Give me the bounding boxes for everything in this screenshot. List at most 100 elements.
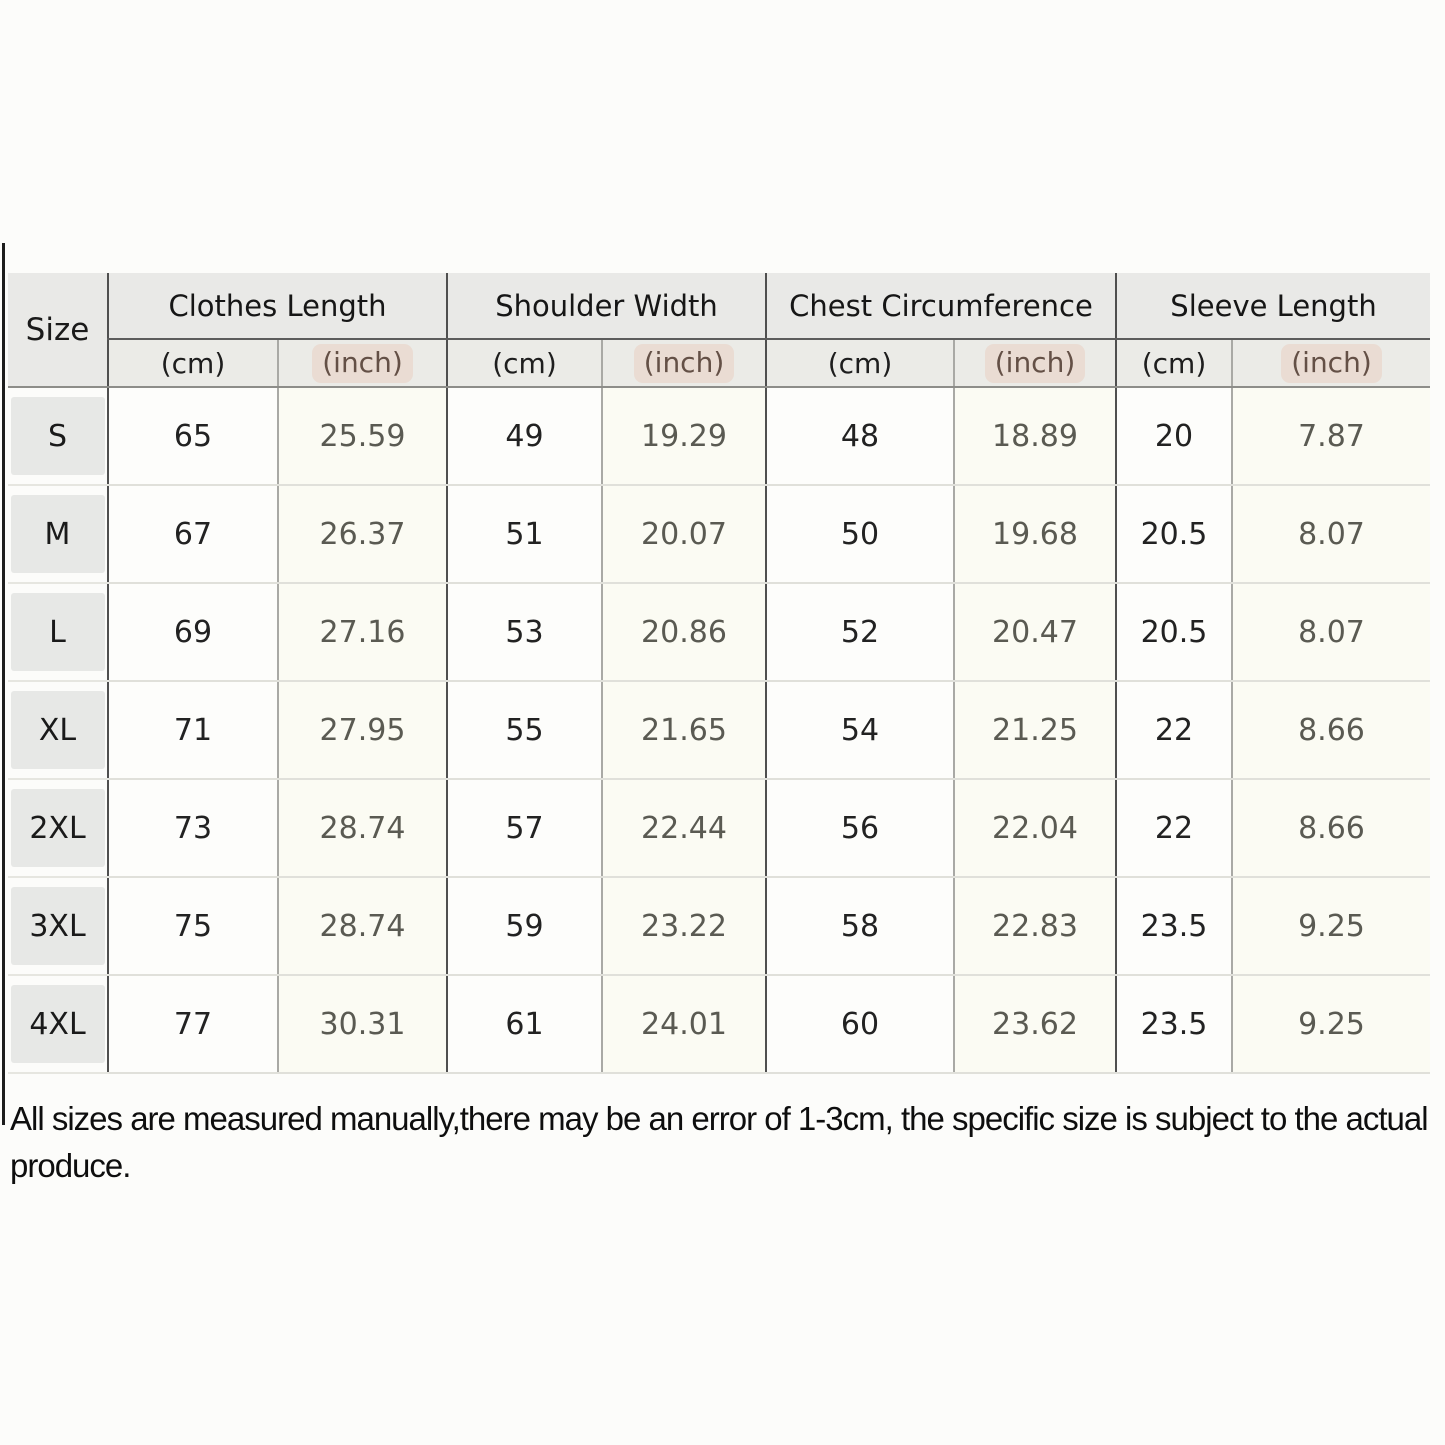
- sleeve-length-cm-cell: 20.5: [1115, 485, 1232, 584]
- clothes-length-header: Clothes Length: [107, 273, 447, 340]
- chest-circumference-inch-cell: 19.68: [953, 485, 1116, 584]
- sleeve-length-inch-cell: 8.66: [1231, 779, 1430, 878]
- inch-unit-label: (inch): [1281, 343, 1382, 383]
- shoulder-width-cm-cell: 51: [446, 485, 602, 584]
- table-row-4xl: 4XL 77 30.31 61 24.01 60 23.62 23.5 9.25: [8, 975, 1430, 1074]
- inch-unit-label: (inch): [984, 343, 1086, 383]
- table-row-2xl: 2XL 73 28.74 57 22.44 56 22.04 22 8.66: [8, 779, 1430, 878]
- inch-unit-label: (inch): [312, 343, 413, 383]
- clothes-length-cm-cell: 71: [107, 681, 278, 780]
- chest-circumference-cm-cell: 58: [765, 877, 954, 976]
- size-cell: M: [8, 485, 108, 584]
- clothes-length-inch-cell: 27.16: [277, 583, 447, 682]
- clothes-length-inch-cell: 28.74: [277, 779, 447, 878]
- size-cell: XL: [8, 681, 108, 780]
- shoulder-width-inch-cell: 23.22: [601, 877, 766, 976]
- shoulder-width-cm-unit: (cm): [446, 339, 602, 388]
- chest-circumference-cm-cell: 48: [765, 387, 954, 486]
- clothes-length-inch-cell: 25.59: [277, 387, 447, 486]
- sleeve-length-cm-cell: 20: [1115, 387, 1232, 486]
- chest-circumference-cm-cell: 50: [765, 485, 954, 584]
- shoulder-width-inch-cell: 21.65: [601, 681, 766, 780]
- clothes-length-inch-cell: 30.31: [277, 975, 447, 1074]
- header-row-units: (cm) (inch) (cm) (inch) (cm) (inch) (cm)…: [8, 339, 1430, 388]
- shoulder-width-inch-cell: 22.44: [601, 779, 766, 878]
- sleeve-length-header: Sleeve Length: [1115, 273, 1430, 340]
- size-chart-table: Size Clothes Length Shoulder Width Chest…: [8, 273, 1430, 1074]
- clothes-length-cm-cell: 75: [107, 877, 278, 976]
- sleeve-length-cm-cell: 22: [1115, 779, 1232, 878]
- sleeve-length-cm-cell: 23.5: [1115, 877, 1232, 976]
- size-chip: 4XL: [10, 985, 105, 1063]
- chest-circumference-cm-cell: 54: [765, 681, 954, 780]
- sleeve-length-inch-cell: 7.87: [1231, 387, 1430, 486]
- shoulder-width-cm-cell: 53: [446, 583, 602, 682]
- chest-circumference-cm-unit: (cm): [765, 339, 954, 388]
- size-cell: S: [8, 387, 108, 486]
- shoulder-width-inch-cell: 24.01: [601, 975, 766, 1074]
- table-row-l: L 69 27.16 53 20.86 52 20.47 20.5 8.07: [8, 583, 1430, 682]
- clothes-length-inch-cell: 26.37: [277, 485, 447, 584]
- shoulder-width-inch-cell: 19.29: [601, 387, 766, 486]
- chest-circumference-cm-cell: 52: [765, 583, 954, 682]
- clothes-length-cm-cell: 67: [107, 485, 278, 584]
- chest-circumference-inch-cell: 20.47: [953, 583, 1116, 682]
- clothes-length-cm-cell: 73: [107, 779, 278, 878]
- sleeve-length-cm-cell: 22: [1115, 681, 1232, 780]
- left-edge-line: [2, 243, 5, 1125]
- sleeve-length-inch-cell: 8.66: [1231, 681, 1430, 780]
- shoulder-width-inch-unit: (inch): [601, 339, 766, 388]
- size-chip: M: [10, 495, 105, 573]
- size-column-header: Size: [8, 273, 108, 388]
- sleeve-length-inch-cell: 9.25: [1231, 877, 1430, 976]
- chest-circumference-cm-cell: 56: [765, 779, 954, 878]
- chest-circumference-inch-unit: (inch): [953, 339, 1116, 388]
- sleeve-length-inch-cell: 9.25: [1231, 975, 1430, 1074]
- size-cell: 4XL: [8, 975, 108, 1074]
- chest-circumference-inch-cell: 22.83: [953, 877, 1116, 976]
- shoulder-width-inch-cell: 20.07: [601, 485, 766, 584]
- size-chip: S: [10, 397, 105, 475]
- measurement-disclaimer-note: All sizes are measured manually,there ma…: [10, 1100, 1429, 1184]
- size-chip: XL: [10, 691, 105, 769]
- shoulder-width-cm-cell: 49: [446, 387, 602, 486]
- sleeve-length-cm-cell: 23.5: [1115, 975, 1232, 1074]
- shoulder-width-cm-cell: 55: [446, 681, 602, 780]
- clothes-length-cm-unit: (cm): [107, 339, 278, 388]
- size-chip: L: [10, 593, 105, 671]
- size-chip: 3XL: [10, 887, 105, 965]
- clothes-length-inch-cell: 28.74: [277, 877, 447, 976]
- size-cell: 3XL: [8, 877, 108, 976]
- clothes-length-inch-cell: 27.95: [277, 681, 447, 780]
- clothes-length-inch-unit: (inch): [277, 339, 447, 388]
- shoulder-width-cm-cell: 59: [446, 877, 602, 976]
- chest-circumference-inch-cell: 23.62: [953, 975, 1116, 1074]
- table-row-m: M 67 26.37 51 20.07 50 19.68 20.5 8.07: [8, 485, 1430, 584]
- shoulder-width-header: Shoulder Width: [446, 273, 766, 340]
- shoulder-width-inch-cell: 20.86: [601, 583, 766, 682]
- sleeve-length-inch-cell: 8.07: [1231, 485, 1430, 584]
- chest-circumference-inch-cell: 22.04: [953, 779, 1116, 878]
- size-cell: 2XL: [8, 779, 108, 878]
- chest-circumference-header: Chest Circumference: [765, 273, 1116, 340]
- clothes-length-cm-cell: 77: [107, 975, 278, 1074]
- sleeve-length-inch-cell: 8.07: [1231, 583, 1430, 682]
- table-row-3xl: 3XL 75 28.74 59 23.22 58 22.83 23.5 9.25: [8, 877, 1430, 976]
- table-row-s: S 65 25.59 49 19.29 48 18.89 20 7.87: [8, 387, 1430, 486]
- chest-circumference-cm-cell: 60: [765, 975, 954, 1074]
- inch-unit-label: (inch): [633, 343, 735, 383]
- shoulder-width-cm-cell: 61: [446, 975, 602, 1074]
- chest-circumference-inch-cell: 18.89: [953, 387, 1116, 486]
- sleeve-length-cm-unit: (cm): [1115, 339, 1232, 388]
- clothes-length-cm-cell: 69: [107, 583, 278, 682]
- shoulder-width-cm-cell: 57: [446, 779, 602, 878]
- header-row-groups: Size Clothes Length Shoulder Width Chest…: [8, 273, 1430, 388]
- sleeve-length-inch-unit: (inch): [1231, 339, 1430, 388]
- sleeve-length-cm-cell: 20.5: [1115, 583, 1232, 682]
- clothes-length-cm-cell: 65: [107, 387, 278, 486]
- table-row-xl: XL 71 27.95 55 21.65 54 21.25 22 8.66: [8, 681, 1430, 780]
- size-cell: L: [8, 583, 108, 682]
- size-chip: 2XL: [10, 789, 105, 867]
- chest-circumference-inch-cell: 21.25: [953, 681, 1116, 780]
